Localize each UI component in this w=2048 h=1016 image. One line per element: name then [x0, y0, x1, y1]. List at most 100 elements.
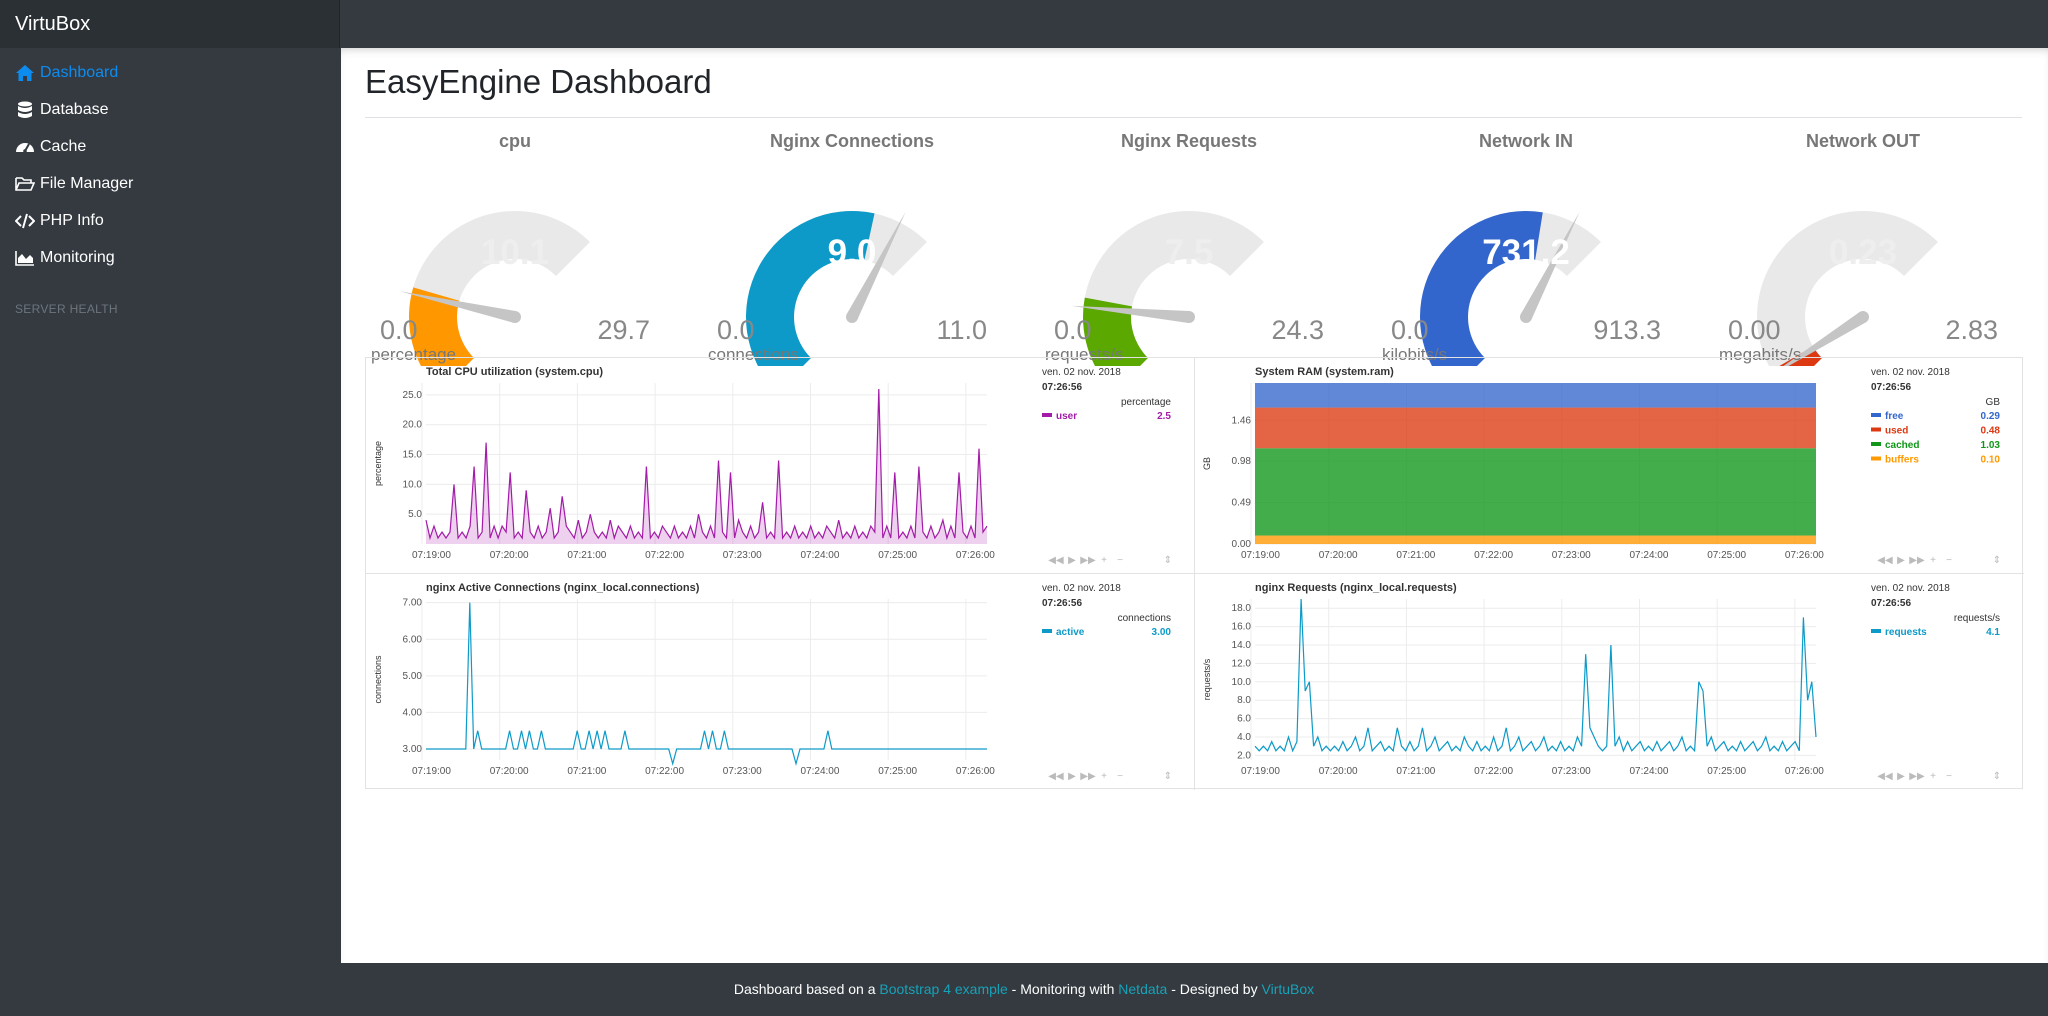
- y-tick-label: 0.00: [1232, 539, 1252, 550]
- legend-date: ven. 02 nov. 2018: [1042, 583, 1121, 594]
- play-icon[interactable]: ▶: [1068, 771, 1076, 782]
- y-tick-label: 18.0: [1232, 603, 1252, 614]
- resize-handle[interactable]: ⇕: [1993, 555, 2001, 566]
- gauge-title: Nginx Requests: [1120, 131, 1258, 151]
- chart-ram[interactable]: 0.00 0.49 0.98 1.46 07:19:00 07:20:00 07:21:00…: [1195, 358, 2024, 574]
- sidebar-item-dashboard[interactable]: Dashboard: [15, 58, 118, 88]
- resize-handle[interactable]: ⇕: [1164, 555, 1172, 566]
- sidebar-item-database[interactable]: Database: [15, 95, 109, 125]
- chart-nginx-requests[interactable]: 2.0 4.0 6.0 8.0 10.0 12.0 14.0 16.0 18.0 07:19:00…: [1195, 574, 2024, 790]
- zoom-in-icon[interactable]: +: [1930, 555, 1936, 566]
- home-icon: [16, 65, 34, 81]
- x-tick-label: 07:23:00: [1552, 550, 1591, 561]
- play-icon[interactable]: ▶: [1897, 771, 1905, 782]
- forward-icon[interactable]: ▶▶: [1909, 555, 1925, 566]
- gauge-fill: [1420, 211, 1543, 366]
- series-area: [426, 389, 987, 544]
- legend-series-value: 0.29: [1981, 411, 2001, 422]
- zoom-in-icon[interactable]: +: [1930, 771, 1936, 782]
- y-tick-label: 8.0: [1237, 695, 1251, 706]
- rewind-icon[interactable]: ◀◀: [1048, 771, 1064, 782]
- ram-band-used: [1255, 407, 1816, 449]
- x-tick-label: 07:26:00: [956, 766, 995, 777]
- brand-logo[interactable]: VirtuBox: [0, 0, 340, 48]
- gauge-dial: [1071, 211, 1264, 366]
- forward-icon[interactable]: ▶▶: [1080, 555, 1096, 566]
- footer-text: - Monitoring with: [1007, 981, 1119, 997]
- top-navbar: [0, 0, 2048, 48]
- x-tick-label: 07:26:00: [956, 550, 995, 561]
- x-tick-label: 07:22:00: [1474, 550, 1513, 561]
- resize-handle[interactable]: ⇕: [1993, 771, 2001, 782]
- gauge-dial: [746, 211, 927, 366]
- rewind-icon[interactable]: ◀◀: [1877, 771, 1893, 782]
- chart-cpu[interactable]: 5.0 10.0 15.0 20.0 25.0 07:19:00 07:20:00 07:21…: [366, 358, 1195, 574]
- gauge-dial: [399, 211, 590, 366]
- forward-icon[interactable]: ▶▶: [1080, 771, 1096, 782]
- gauge-min: 0.0: [1054, 315, 1092, 345]
- chart-title: System RAM (system.ram): [1255, 366, 1394, 378]
- gauge-unit: percentage: [371, 345, 457, 364]
- x-tick-label: 07:25:00: [878, 550, 917, 561]
- x-tick-label: 07:24:00: [1630, 766, 1669, 777]
- legend-time: 07:26:56: [1871, 598, 1911, 609]
- resize-handle[interactable]: ⇕: [1164, 771, 1172, 782]
- gauge-max: 24.3: [1271, 315, 1324, 345]
- zoom-in-icon[interactable]: +: [1101, 771, 1107, 782]
- x-tick-label: 07:22:00: [645, 766, 684, 777]
- x-tick-label: 07:23:00: [723, 766, 762, 777]
- ram-band-cached: [1255, 448, 1816, 536]
- series-line: [426, 602, 987, 766]
- gauge-needle-hub: [1857, 311, 1869, 323]
- play-icon[interactable]: ▶: [1897, 555, 1905, 566]
- section-heading: SERVER HEALTH: [15, 302, 118, 316]
- gauge-network-in[interactable]: Network IN 731.2 0.0 913.3 kilobits/s: [1366, 126, 1686, 366]
- x-tick-label: 07:23:00: [723, 550, 762, 561]
- chart-toolbox: ◀◀ ▶ ▶▶ + − ⇕: [1048, 555, 1172, 566]
- legend-swatch: [1871, 629, 1881, 633]
- gauge-value: 9.0: [827, 233, 877, 272]
- gauge-nginx-connections[interactable]: Nginx Connections 9.0 0.0 11.0 connectio…: [692, 126, 1012, 366]
- gauge-min: 0.0: [380, 315, 418, 345]
- gauge-fill: [746, 211, 875, 366]
- gauge-cpu[interactable]: cpu 10.1 0.0 29.7 percentage: [355, 126, 675, 366]
- gauge-min: 0.00: [1728, 315, 1781, 345]
- rewind-icon[interactable]: ◀◀: [1048, 555, 1064, 566]
- tachometer-icon: [16, 143, 34, 153]
- x-tick-label: 07:22:00: [645, 550, 684, 561]
- x-tick-label: 07:19:00: [1241, 766, 1280, 777]
- gauge-nginx-requests[interactable]: Nginx Requests 7.5 0.0 24.3 requests/s: [1029, 126, 1349, 366]
- sidebar-item-php-info[interactable]: PHP Info: [15, 206, 104, 236]
- sidebar-item-monitoring[interactable]: Monitoring: [15, 243, 115, 273]
- zoom-out-icon[interactable]: −: [1117, 771, 1123, 782]
- x-tick-label: 07:25:00: [1707, 766, 1746, 777]
- gauge-network-out[interactable]: Network OUT 0.23 0.00 2.83 megabits/s: [1703, 126, 2023, 366]
- forward-icon[interactable]: ▶▶: [1909, 771, 1925, 782]
- x-tick-label: 07:20:00: [1319, 550, 1358, 561]
- gauge-unit: requests/s: [1045, 345, 1124, 364]
- gauge-needle: [1520, 211, 1580, 320]
- zoom-out-icon[interactable]: −: [1946, 555, 1952, 566]
- zoom-in-icon[interactable]: +: [1101, 555, 1107, 566]
- y-tick-label: 4.00: [403, 707, 423, 718]
- gauge-needle-hub: [509, 311, 521, 323]
- netdata-link[interactable]: Netdata: [1118, 981, 1168, 997]
- footer-text: - Designed by: [1167, 981, 1262, 997]
- zoom-out-icon[interactable]: −: [1117, 555, 1123, 566]
- play-icon[interactable]: ▶: [1068, 555, 1076, 566]
- sidebar-item-file-manager[interactable]: File Manager: [15, 169, 133, 199]
- legend-swatch: [1042, 413, 1052, 417]
- gauge-max: 913.3: [1593, 315, 1661, 345]
- gauge-min: 0.0: [1391, 315, 1429, 345]
- rewind-icon[interactable]: ◀◀: [1877, 555, 1893, 566]
- y-tick-label: 2.0: [1237, 750, 1251, 761]
- sidebar-item-cache[interactable]: Cache: [15, 132, 86, 162]
- chart-nginx-connections[interactable]: 3.00 4.00 5.00 6.00 7.00 07:19:00 07:20:00 07:2…: [366, 574, 1195, 790]
- x-tick-label: 07:21:00: [567, 550, 606, 561]
- virtubox-link[interactable]: VirtuBox: [1261, 981, 1315, 997]
- legend-time: 07:26:56: [1042, 598, 1082, 609]
- zoom-out-icon[interactable]: −: [1946, 771, 1952, 782]
- bootstrap-link[interactable]: Bootstrap 4 example: [879, 981, 1008, 997]
- y-tick-label: 10.0: [1232, 677, 1252, 688]
- x-tick-label: 07:21:00: [567, 766, 606, 777]
